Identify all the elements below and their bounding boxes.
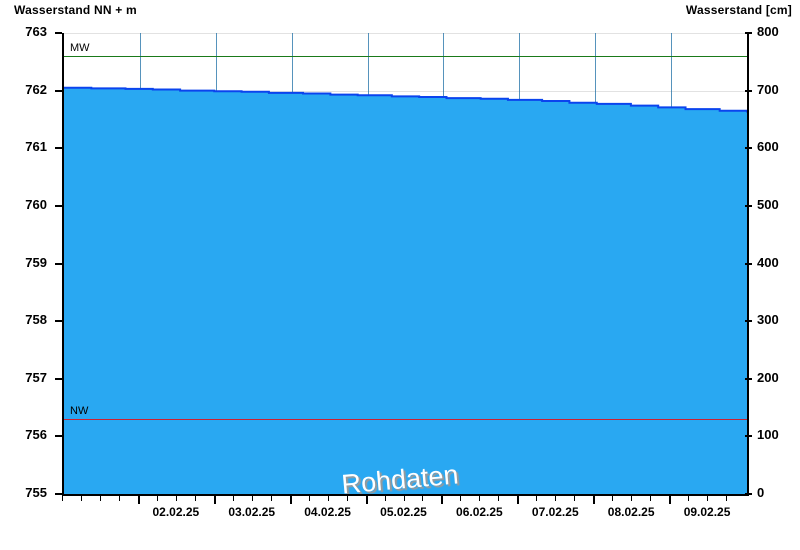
- x-tick-3-0: [290, 495, 292, 504]
- y-label-left-757: 757: [25, 369, 47, 385]
- y-label-right-200: 200: [757, 369, 779, 385]
- reference-line-nw: [64, 419, 747, 421]
- y-tick-right-400: [745, 262, 752, 265]
- reference-label-nw: NW: [70, 405, 89, 418]
- y-tick-right-500: [745, 204, 752, 207]
- x-tick-3-1: [309, 495, 310, 501]
- y-label-right-400: 400: [757, 254, 779, 270]
- y-label-right-100: 100: [757, 427, 779, 443]
- y-tick-right-300: [745, 320, 752, 323]
- y-label-left-756: 756: [25, 427, 47, 443]
- x-label-06.02.25: 06.02.25: [456, 505, 503, 519]
- x-tick-1-2: [176, 495, 177, 501]
- x-label-02.02.25: 02.02.25: [152, 505, 200, 519]
- y-tick-left-760: [55, 204, 62, 207]
- x-tick-8-1: [688, 495, 689, 501]
- y-tick-right-0: [745, 493, 752, 495]
- x-tick-7-1: [612, 495, 613, 501]
- x-tick-2-3: [271, 495, 272, 501]
- y-label-right-600: 600: [757, 139, 779, 155]
- y-tick-left-758: [55, 320, 62, 323]
- plot-area: MW NW Rohdaten: [62, 33, 749, 496]
- x-tick-7-3: [650, 495, 651, 501]
- y-label-right-300: 300: [757, 312, 779, 328]
- y-label-right-500: 500: [757, 196, 779, 212]
- x-label-03.02.25: 03.02.25: [228, 505, 276, 519]
- y-tick-left-763: [55, 32, 62, 34]
- y-label-right-800: 800: [757, 24, 779, 39]
- x-tick-0-2: [100, 495, 101, 501]
- x-tick-2-1: [233, 495, 234, 501]
- x-tick-3-2: [328, 495, 329, 501]
- gridline-h-762: [64, 90, 747, 92]
- x-tick-0-0: [62, 495, 63, 501]
- y-label-right-0: 0: [757, 485, 765, 500]
- x-tick-2-0: [214, 495, 216, 504]
- x-tick-4-2: [404, 495, 405, 501]
- x-tick-5-2: [479, 495, 480, 501]
- x-tick-7-2: [631, 495, 632, 501]
- x-tick-6-3: [574, 495, 575, 501]
- x-tick-2-2: [252, 495, 253, 501]
- y-tick-left-756: [55, 435, 62, 438]
- y-tick-left-762: [55, 89, 62, 92]
- y-label-left-760: 760: [25, 196, 47, 212]
- x-tick-1-0: [138, 495, 140, 504]
- y-label-right-700: 700: [757, 81, 779, 97]
- series-line: [64, 86, 747, 113]
- x-tick-3-3: [347, 495, 348, 501]
- y-tick-left-755: [55, 493, 62, 495]
- water-level-series: [64, 86, 747, 494]
- x-tick-1-3: [195, 495, 196, 501]
- x-tick-4-0: [366, 495, 368, 504]
- y-label-left-759: 759: [25, 254, 47, 270]
- y-label-left-755: 755: [25, 485, 47, 500]
- x-tick-4-3: [422, 495, 423, 501]
- x-label-09.02.25: 09.02.25: [683, 505, 731, 519]
- x-tick-0-3: [119, 495, 120, 501]
- y-tick-right-700: [745, 89, 752, 92]
- reference-label-mw: MW: [70, 42, 90, 55]
- plot-clip: MW NW Rohdaten: [64, 33, 747, 494]
- x-tick-0-1: [81, 495, 82, 501]
- x-tick-8-2: [707, 495, 708, 501]
- gridline-h-763: [64, 33, 747, 34]
- y-label-left-758: 758: [25, 312, 47, 328]
- x-label-08.02.25: 08.02.25: [607, 505, 655, 519]
- x-tick-4-1: [385, 495, 386, 501]
- x-label-05.02.25: 05.02.25: [380, 505, 427, 519]
- right-axis-title: Wasserstand [cm]: [685, 3, 792, 17]
- y-tick-right-200: [745, 377, 752, 380]
- y-tick-left-761: [55, 147, 62, 150]
- y-tick-right-100: [745, 435, 752, 438]
- x-label-04.02.25: 04.02.25: [304, 505, 351, 519]
- x-label-07.02.25: 07.02.25: [531, 505, 579, 519]
- reference-line-mw: [64, 56, 747, 58]
- x-tick-1-1: [157, 495, 158, 501]
- left-axis-title: Wasserstand NN + m: [14, 3, 137, 17]
- x-tick-7-0: [593, 495, 595, 504]
- x-tick-5-3: [498, 495, 499, 501]
- y-tick-left-757: [55, 377, 62, 380]
- x-tick-8-3: [726, 495, 727, 501]
- y-tick-left-759: [55, 262, 62, 265]
- y-label-left-761: 761: [25, 139, 47, 155]
- x-tick-6-1: [536, 495, 537, 501]
- series-fill: [64, 87, 747, 494]
- x-tick-6-2: [555, 495, 556, 501]
- y-label-left-762: 762: [25, 81, 47, 97]
- x-tick-5-0: [441, 495, 443, 504]
- y-tick-right-800: [745, 32, 752, 34]
- x-tick-8-0: [669, 495, 671, 504]
- y-label-left-763: 763: [25, 24, 47, 39]
- y-tick-right-600: [745, 147, 752, 150]
- x-tick-6-0: [517, 495, 519, 504]
- x-tick-5-1: [460, 495, 461, 501]
